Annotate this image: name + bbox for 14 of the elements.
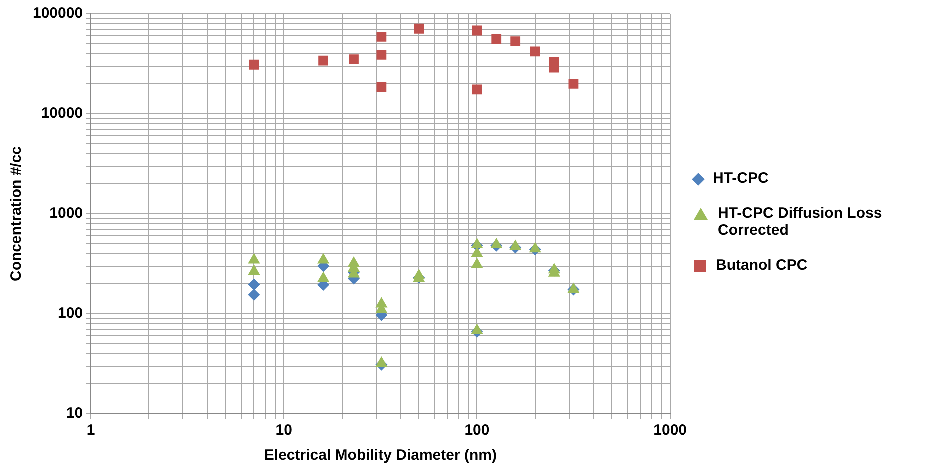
y-tick-label: 10 xyxy=(66,405,84,422)
y-tick-label: 1000 xyxy=(50,205,84,222)
y-tick-label: 10000 xyxy=(41,105,84,122)
legend-label: HT-CPC Diffusion Loss Corrected xyxy=(718,205,884,239)
y-axis-title: Concentration #/cc xyxy=(8,146,26,282)
x-tick-label: 1000 xyxy=(654,422,688,440)
x-tick-label: 1 xyxy=(86,422,96,440)
legend-label: HT-CPC xyxy=(713,170,769,187)
x-axis-title: Electrical Mobility Diameter (nm) xyxy=(264,447,497,464)
x-tick-label: 10 xyxy=(276,422,292,440)
x-tick-label: 100 xyxy=(464,422,490,440)
y-tick-label: 100000 xyxy=(32,5,84,22)
legend-label: Butanol CPC xyxy=(716,257,808,274)
y-tick-label: 100 xyxy=(58,305,84,322)
